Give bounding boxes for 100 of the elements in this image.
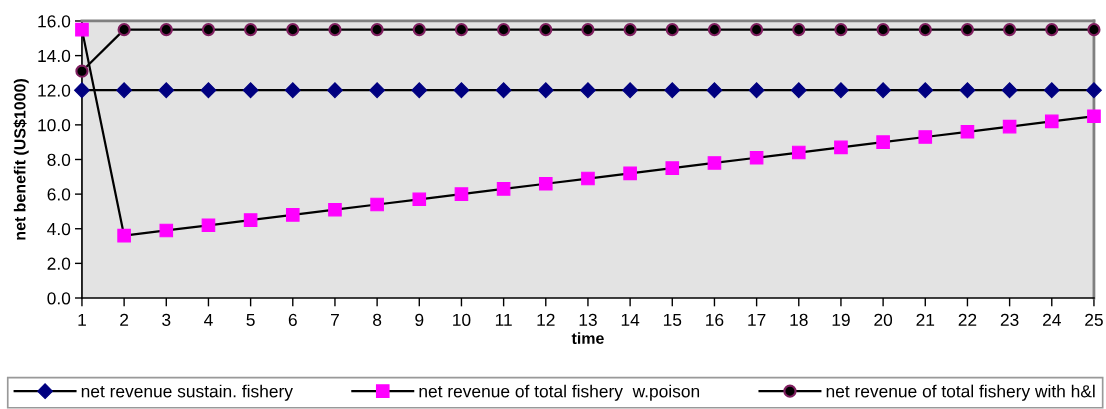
legend-label: net revenue of total fishery with h&l xyxy=(826,384,1095,401)
x-tick-label: 25 xyxy=(1085,313,1103,327)
point xyxy=(370,23,384,37)
point xyxy=(876,135,890,149)
point xyxy=(1086,82,1102,99)
point xyxy=(875,82,892,99)
point xyxy=(622,82,639,99)
point xyxy=(792,23,806,37)
point xyxy=(327,82,343,99)
point xyxy=(370,197,384,212)
x-tick-label: 20 xyxy=(874,313,893,327)
y-tick-label: 12.0 xyxy=(38,84,71,97)
x-tick-label: 5 xyxy=(246,313,255,327)
point xyxy=(748,82,765,99)
x-tick-label: 12 xyxy=(537,313,555,326)
x-tick-label: 16 xyxy=(706,313,724,327)
y-axis-title: net benefit (US$1000) xyxy=(13,79,29,240)
y-tick-label: 2.0 xyxy=(47,257,71,270)
x-tick-label: 2 xyxy=(120,313,129,326)
point xyxy=(201,218,216,233)
point xyxy=(918,23,932,37)
point xyxy=(159,23,173,37)
point xyxy=(1087,109,1101,124)
y-tick-label: 16.0 xyxy=(38,15,71,28)
x-tick-label: 14 xyxy=(621,313,640,326)
point xyxy=(580,82,596,99)
point xyxy=(1044,114,1059,129)
x-axis-title: time xyxy=(571,332,604,344)
point xyxy=(959,82,976,99)
point xyxy=(412,23,426,37)
y-tick-label: 4.0 xyxy=(47,222,71,236)
x-tick-label: 4 xyxy=(204,313,213,326)
x-tick-label: 18 xyxy=(790,313,808,327)
point xyxy=(1001,82,1018,99)
point xyxy=(284,82,301,99)
point xyxy=(117,23,131,37)
point xyxy=(665,23,679,37)
point xyxy=(369,82,386,99)
x-tick-label: 15 xyxy=(663,313,682,327)
point xyxy=(75,64,89,78)
point xyxy=(1087,23,1101,37)
point xyxy=(581,23,595,37)
x-tick-label: 24 xyxy=(1043,313,1061,326)
point xyxy=(664,82,681,99)
point xyxy=(791,145,806,160)
point xyxy=(117,228,131,243)
point xyxy=(749,150,764,165)
point xyxy=(243,213,258,227)
point xyxy=(1045,23,1059,37)
point xyxy=(453,82,470,99)
point xyxy=(328,202,342,217)
y-tick-label: 14.0 xyxy=(38,49,71,63)
point xyxy=(623,23,637,37)
point xyxy=(1002,119,1017,134)
point xyxy=(412,192,427,207)
legend-label: net revenue of total fishery w.poison xyxy=(419,384,700,401)
point xyxy=(665,161,680,175)
y-tick-label: 10.0 xyxy=(38,119,71,132)
x-tick-label: 8 xyxy=(373,313,382,327)
point xyxy=(707,23,722,37)
point xyxy=(454,23,469,37)
point xyxy=(244,23,258,37)
point xyxy=(706,82,723,99)
point xyxy=(876,23,890,37)
point xyxy=(790,82,807,99)
point xyxy=(328,23,342,37)
x-tick-label: 7 xyxy=(331,313,339,326)
y-tick-label: 8.0 xyxy=(47,153,71,166)
point xyxy=(1003,23,1017,37)
point xyxy=(834,140,848,155)
y-tick-label: 6.0 xyxy=(47,188,71,201)
x-tick-label: 19 xyxy=(832,313,850,327)
point xyxy=(623,166,637,181)
point xyxy=(707,156,722,170)
point xyxy=(917,82,934,99)
legend-label: net revenue sustain. fishery xyxy=(81,384,293,401)
point xyxy=(242,82,259,99)
point xyxy=(201,23,216,37)
point xyxy=(539,23,553,37)
point xyxy=(285,208,300,222)
point xyxy=(496,182,511,196)
x-tick-label: 22 xyxy=(958,313,977,326)
point xyxy=(116,82,133,99)
point xyxy=(538,176,553,191)
point xyxy=(1043,82,1060,99)
x-tick-label: 9 xyxy=(415,313,424,327)
x-tick-label: 10 xyxy=(453,313,471,327)
x-tick-label: 6 xyxy=(288,313,297,327)
point xyxy=(960,124,975,139)
y-tick-label: 0.0 xyxy=(47,292,71,305)
point xyxy=(537,82,554,99)
point xyxy=(411,82,428,99)
x-tick-label: 1 xyxy=(78,313,86,326)
point xyxy=(750,23,764,37)
point xyxy=(286,23,300,37)
point xyxy=(834,23,848,37)
x-tick-label: 13 xyxy=(579,313,597,327)
x-tick-label: 11 xyxy=(495,313,512,326)
point xyxy=(497,23,511,37)
point xyxy=(833,82,849,99)
